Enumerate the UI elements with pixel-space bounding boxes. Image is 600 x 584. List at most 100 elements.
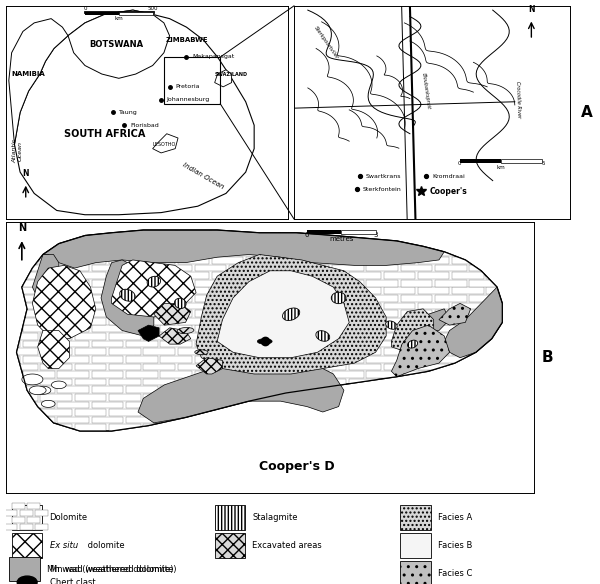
Polygon shape — [32, 255, 59, 298]
Bar — [401, 386, 432, 393]
Text: Dolomite: Dolomite — [50, 513, 88, 522]
Bar — [6, 242, 38, 249]
Bar — [212, 318, 244, 325]
Bar — [178, 333, 209, 340]
Bar — [229, 234, 260, 241]
Bar — [109, 363, 140, 370]
Bar — [307, 230, 341, 234]
Bar — [367, 402, 398, 408]
Bar — [109, 348, 140, 355]
Bar — [0, 318, 3, 325]
Bar — [212, 303, 244, 310]
Bar — [298, 234, 329, 241]
Bar — [367, 417, 398, 423]
Bar — [383, 378, 415, 385]
Bar — [418, 227, 449, 234]
Bar — [263, 371, 295, 378]
Bar — [126, 310, 158, 317]
Bar — [178, 227, 209, 234]
Text: Crocodile River: Crocodile River — [515, 81, 521, 118]
Text: Taung: Taung — [119, 110, 137, 115]
Bar — [195, 402, 226, 408]
Bar — [20, 510, 32, 516]
Bar — [195, 371, 226, 378]
Bar — [4, 510, 17, 516]
Bar — [367, 249, 398, 256]
Bar — [212, 409, 244, 416]
Bar — [435, 265, 467, 272]
Bar — [9, 557, 40, 582]
Polygon shape — [138, 325, 159, 342]
Bar — [74, 363, 106, 370]
Ellipse shape — [147, 276, 161, 287]
Bar — [23, 295, 55, 302]
Bar — [229, 340, 260, 347]
Bar — [58, 310, 89, 317]
Bar — [0, 371, 20, 378]
Bar — [74, 227, 106, 234]
Bar — [315, 333, 346, 340]
Bar — [246, 348, 278, 355]
Bar — [349, 242, 381, 249]
Bar — [469, 371, 501, 378]
Bar — [246, 333, 278, 340]
Text: Makapansgat: Makapansgat — [192, 54, 235, 60]
Bar — [487, 303, 518, 310]
Bar — [332, 402, 364, 408]
Bar — [58, 386, 89, 393]
Text: Kromdraai: Kromdraai — [432, 174, 465, 179]
Bar — [418, 378, 449, 385]
Bar — [143, 272, 175, 279]
Bar — [418, 303, 449, 310]
Bar — [503, 280, 535, 287]
Bar — [452, 257, 484, 264]
Bar — [143, 227, 175, 234]
Bar — [126, 325, 158, 332]
Bar — [195, 234, 226, 241]
Bar — [503, 356, 535, 363]
Ellipse shape — [283, 308, 300, 321]
Bar — [298, 295, 329, 302]
Bar — [503, 310, 535, 317]
Bar — [178, 363, 209, 370]
Bar — [23, 402, 55, 408]
Bar — [143, 333, 175, 340]
Bar — [315, 394, 346, 401]
Bar — [40, 242, 72, 249]
Bar — [298, 417, 329, 423]
Bar — [367, 340, 398, 347]
Bar — [40, 227, 72, 234]
Text: 0: 0 — [305, 232, 309, 238]
Polygon shape — [196, 357, 223, 374]
Bar — [12, 503, 25, 509]
Text: 5: 5 — [542, 161, 545, 166]
Polygon shape — [196, 255, 386, 374]
Bar — [160, 402, 192, 408]
Text: ZIMBABWE: ZIMBABWE — [165, 37, 208, 43]
Bar — [58, 325, 89, 332]
Text: km: km — [115, 16, 123, 20]
Bar — [195, 325, 226, 332]
Bar — [212, 272, 244, 279]
Bar — [92, 249, 124, 256]
Bar — [126, 234, 158, 241]
Text: Florisbad: Florisbad — [130, 123, 159, 128]
Bar — [281, 242, 312, 249]
Bar — [435, 371, 467, 378]
Bar — [164, 57, 220, 104]
Bar — [418, 333, 449, 340]
Polygon shape — [418, 309, 449, 331]
Bar — [126, 371, 158, 378]
Bar — [6, 318, 38, 325]
Bar — [418, 348, 449, 355]
Bar — [212, 425, 244, 431]
Bar — [418, 363, 449, 370]
Bar — [92, 386, 124, 393]
Bar — [349, 348, 381, 355]
Bar — [160, 310, 192, 317]
Bar — [332, 417, 364, 423]
Polygon shape — [29, 386, 46, 395]
Bar — [35, 510, 48, 516]
Bar — [160, 295, 192, 302]
Bar — [487, 425, 518, 431]
